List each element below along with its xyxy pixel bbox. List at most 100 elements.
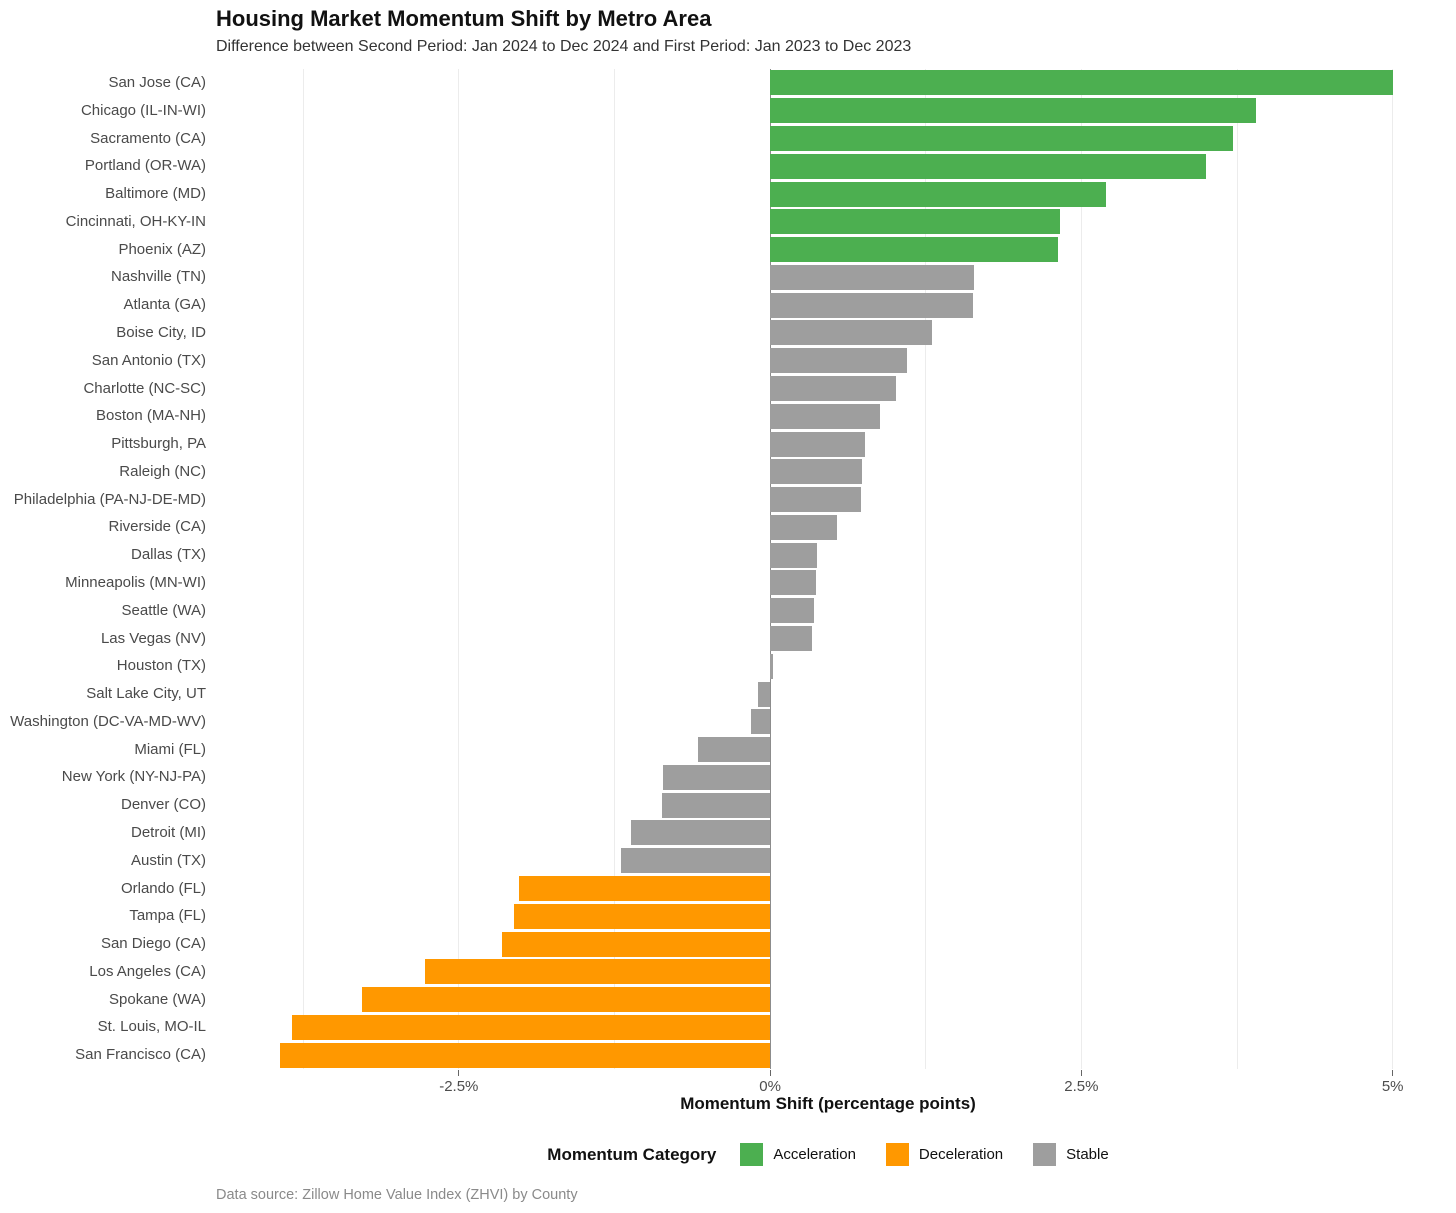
bar-portland-or-wa bbox=[770, 153, 1206, 179]
gridline bbox=[613, 69, 615, 1069]
y-axis-label-seattle-wa: Seattle (WA) bbox=[121, 601, 206, 619]
gridline bbox=[302, 69, 304, 1069]
bar-san-diego-ca bbox=[502, 931, 771, 957]
deceleration-swatch bbox=[885, 1143, 909, 1166]
bar-los-angeles-ca bbox=[425, 959, 771, 985]
x-axis-tick-label: 2.5% bbox=[1064, 1078, 1099, 1095]
y-axis-label-atlanta-ga: Atlanta (GA) bbox=[123, 296, 206, 314]
bar-phoenix-az bbox=[770, 237, 1058, 263]
bar-san-francisco-ca bbox=[279, 1042, 771, 1068]
x-axis-title: Momentum Shift (percentage points) bbox=[680, 1094, 976, 1113]
chart-title: Housing Market Momentum Shift by Metro A… bbox=[216, 6, 712, 31]
y-axis-label-detroit-mi: Detroit (MI) bbox=[131, 824, 206, 841]
bar-st-louis-mo-il bbox=[291, 1014, 771, 1040]
y-axis-label-minneapolis-mn-wi: Minneapolis (MN-WI) bbox=[65, 574, 206, 591]
legend-item-label: Acceleration bbox=[773, 1146, 856, 1163]
bar-riverside-ca bbox=[770, 514, 838, 540]
y-axis-label-st-louis-mo-il: St. Louis, MO-IL bbox=[97, 1018, 206, 1036]
y-axis-label-new-york-ny-nj-pa: New York (NY-NJ-PA) bbox=[61, 768, 206, 786]
gridline bbox=[1236, 69, 1238, 1069]
x-axis-tickmark bbox=[769, 1070, 771, 1076]
acceleration-swatch bbox=[740, 1143, 764, 1166]
y-axis-label-boise-city-id: Boise City, ID bbox=[116, 324, 206, 341]
y-axis-label-san-francisco-ca: San Francisco (CA) bbox=[75, 1046, 206, 1064]
x-axis-tick-label: -2.5% bbox=[439, 1078, 479, 1095]
y-axis-label-charlotte-nc-sc: Charlotte (NC-SC) bbox=[83, 379, 206, 397]
bar-boise-city-id bbox=[770, 320, 932, 346]
bar-washington-dc-va-md-wv bbox=[751, 709, 771, 735]
zero-line bbox=[769, 69, 771, 1069]
bar-raleigh-nc bbox=[770, 459, 863, 485]
y-axis-label-tampa-fl: Tampa (FL) bbox=[129, 907, 206, 925]
bar-houston-tx bbox=[770, 653, 773, 679]
x-axis-tickmark bbox=[458, 1070, 460, 1076]
bar-baltimore-md bbox=[770, 181, 1107, 207]
bar-san-antonio-tx bbox=[770, 348, 908, 374]
y-axis-label-salt-lake-city-ut: Salt Lake City, UT bbox=[86, 685, 206, 703]
x-axis-tickmark bbox=[1080, 1070, 1082, 1076]
y-axis-label-washington-dc-va-md-wv: Washington (DC-VA-MD-WV) bbox=[10, 712, 206, 730]
bar-austin-tx bbox=[620, 848, 771, 874]
plot-area: San Jose (CA) Chicago (IL-IN-WI) Sacrament… bbox=[10, 69, 1440, 1095]
y-axis-label-spokane-wa: Spokane (WA) bbox=[109, 990, 206, 1008]
bar-atlanta-ga bbox=[770, 292, 974, 318]
legend-item-label: Deceleration bbox=[918, 1146, 1004, 1163]
y-axis-label-dallas-tx: Dallas (TX) bbox=[130, 546, 206, 564]
y-axis-label-nashville-tn: Nashville (TN) bbox=[110, 268, 206, 286]
bar-new-york-ny-nj-pa bbox=[663, 764, 771, 790]
bar-chicago-il-in-wi bbox=[770, 98, 1256, 124]
y-axis-label-san-diego-ca: San Diego (CA) bbox=[100, 935, 206, 953]
legend-item-deceleration: Deceleration bbox=[885, 1143, 1004, 1166]
y-axis-label-orlando-fl: Orlando (FL) bbox=[120, 879, 206, 897]
y-axis-label-pittsburgh-pa: Pittsburgh, PA bbox=[111, 435, 206, 453]
gridline bbox=[925, 69, 927, 1069]
gridline bbox=[1080, 69, 1082, 1069]
bar-dallas-tx bbox=[770, 542, 818, 568]
bar-minneapolis-mn-wi bbox=[770, 570, 817, 596]
x-axis-tickmark bbox=[1392, 1070, 1394, 1076]
legend-title: Momentum Category bbox=[547, 1144, 717, 1164]
y-axis-label-los-angeles-ca: Los Angeles (CA) bbox=[89, 962, 206, 980]
y-axis-label-philadelphia-pa-nj-de-md: Philadelphia (PA-NJ-DE-MD) bbox=[13, 490, 206, 508]
y-axis-label-san-antonio-tx: San Antonio (TX) bbox=[91, 351, 206, 369]
y-axis-label-austin-tx: Austin (TX) bbox=[130, 851, 206, 869]
y-axis-label-denver-co: Denver (CO) bbox=[120, 796, 206, 814]
bar-cincinnati-oh-ky-in bbox=[770, 209, 1061, 235]
bar-seattle-wa bbox=[770, 598, 814, 624]
stable-swatch bbox=[1033, 1143, 1057, 1166]
bar-orlando-fl bbox=[518, 875, 771, 901]
y-axis-label-cincinnati-oh-ky-in: Cincinnati, OH-KY-IN bbox=[65, 212, 206, 230]
legend: Momentum Category Acceleration Decelerat… bbox=[216, 1143, 1440, 1166]
y-axis-label-boston-ma-nh: Boston (MA-NH) bbox=[95, 407, 206, 425]
data-source-caption: Data source: Zillow Home Value Index (ZH… bbox=[216, 1187, 578, 1203]
legend-item-acceleration: Acceleration bbox=[740, 1143, 856, 1166]
bar-philadelphia-pa-nj-de-md bbox=[770, 487, 861, 513]
y-axis-label-houston-tx: Houston (TX) bbox=[116, 657, 206, 675]
y-axis-label-miami-fl: Miami (FL) bbox=[134, 740, 206, 758]
y-axis-label-phoenix-az: Phoenix (AZ) bbox=[118, 240, 206, 258]
bar-sacramento-ca bbox=[770, 125, 1234, 151]
bar-charlotte-nc-sc bbox=[770, 375, 896, 401]
bar-nashville-tn bbox=[770, 264, 975, 290]
y-axis-label-sacramento-ca: Sacramento (CA) bbox=[90, 129, 206, 147]
y-axis-label-san-jose-ca: San Jose (CA) bbox=[108, 74, 206, 91]
bar-tampa-fl bbox=[513, 903, 771, 929]
bar-san-jose-ca bbox=[770, 70, 1393, 96]
bar-salt-lake-city-ut bbox=[757, 681, 771, 707]
chart-subtitle: Difference between Second Period: Jan 20… bbox=[216, 38, 912, 55]
gridline bbox=[1392, 69, 1394, 1069]
bar-las-vegas-nv bbox=[770, 625, 813, 651]
gridline bbox=[458, 69, 460, 1069]
y-axis-label-chicago-il-in-wi: Chicago (IL-IN-WI) bbox=[80, 101, 206, 119]
y-axis-label-riverside-ca: Riverside (CA) bbox=[108, 518, 206, 536]
y-axis-label-baltimore-md: Baltimore (MD) bbox=[105, 185, 206, 203]
bar-boston-ma-nh bbox=[770, 403, 880, 429]
legend-item-stable: Stable bbox=[1033, 1143, 1109, 1166]
legend-item-label: Stable bbox=[1066, 1146, 1109, 1163]
bar-pittsburgh-pa bbox=[770, 431, 865, 457]
bar-spokane-wa bbox=[361, 987, 771, 1013]
y-axis-label-las-vegas-nv: Las Vegas (NV) bbox=[100, 629, 206, 647]
y-axis-label-raleigh-nc: Raleigh (NC) bbox=[119, 462, 206, 480]
bar-denver-co bbox=[661, 792, 771, 818]
